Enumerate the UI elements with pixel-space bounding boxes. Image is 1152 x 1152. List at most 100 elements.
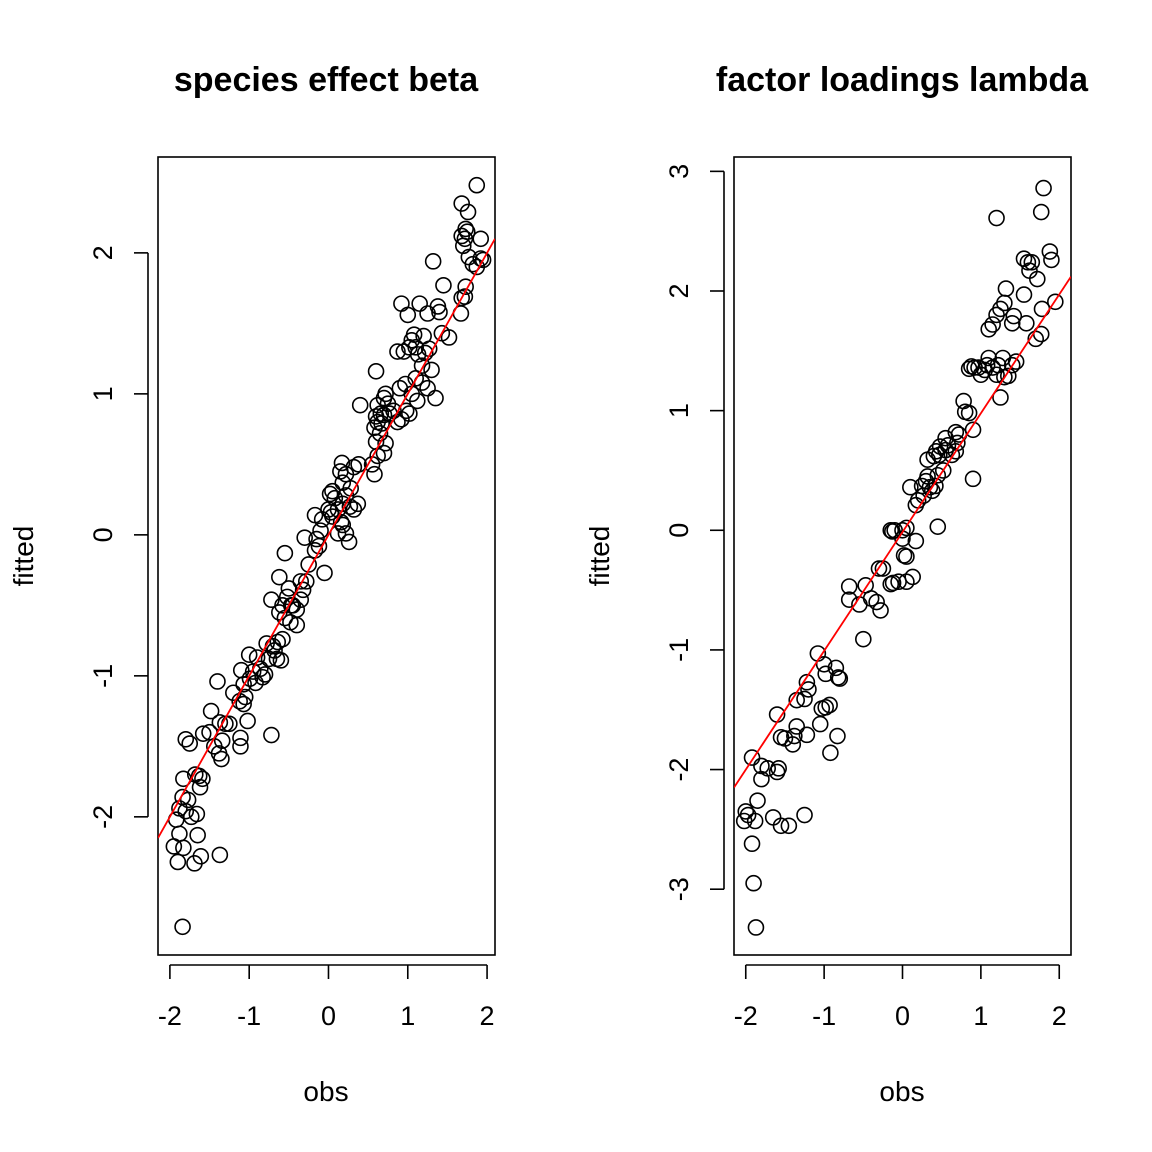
data-point [855,630,872,648]
x-tick-label: 0 [321,1001,336,1031]
data-point [913,477,931,495]
y-axis: -2 -1 0 1 2 [88,245,149,829]
data-point [177,730,195,748]
data-point [334,474,352,491]
data-point [169,853,187,871]
data-point [921,478,939,496]
y-tick-label: 3 [664,164,694,179]
data-point [351,396,369,414]
y-axis-label: fitted [8,526,39,587]
data-point [796,690,813,708]
data-point [399,306,417,324]
data-point [429,298,447,315]
data-point [405,326,423,343]
data-point [798,673,816,691]
data-point [239,712,256,730]
data-point [947,443,965,460]
x-axis-label: obs [879,1076,924,1107]
data-point [308,530,325,548]
y-tick-label: 1 [88,386,118,401]
data-point [407,339,425,356]
data-point [194,725,212,742]
data-point [312,522,329,539]
data-point [934,462,952,479]
data-point [822,744,839,762]
data-point [884,574,902,592]
data-point [746,812,764,830]
data-point [415,327,432,345]
data-point [389,413,406,431]
data-point [1047,293,1064,311]
data-point [423,361,440,379]
data-point [1035,179,1052,197]
x-axis: -2 -1 0 1 2 [734,964,1067,1031]
data-point [870,560,888,577]
data-point [271,568,288,586]
data-point [337,525,355,542]
data-point [868,593,885,611]
data-point [1018,314,1035,332]
x-tick-label: 1 [973,1001,988,1031]
data-point [345,501,363,518]
data-point [349,495,367,513]
data-point [188,805,206,823]
data-point [334,516,352,534]
data-point [225,684,242,702]
plot-frame [157,156,496,956]
data-point [1043,251,1060,269]
data-point [254,668,271,686]
data-point [784,736,802,753]
data-point [923,482,941,500]
data-point [743,835,761,853]
fit-line-layer [734,276,1071,788]
data-point [468,176,486,194]
x-tick-label: 0 [895,1001,910,1031]
y-tick-label: 2 [664,283,694,298]
y-tick-label: 0 [88,527,118,542]
data-point [456,230,474,248]
data-point [1007,353,1025,370]
data-point [367,363,385,380]
data-point [321,485,339,503]
data-point [827,659,845,677]
data-point [821,696,838,714]
data-point [296,529,313,546]
data-point [798,726,816,744]
y-tick-label: 2 [88,245,118,260]
x-tick-label: 1 [400,1001,415,1031]
panel-title: factor loadings lambda [716,61,1089,99]
data-point [840,591,858,608]
data-point [737,803,755,820]
data-point [427,389,444,407]
data-point [189,826,206,844]
data-point [929,518,947,535]
data-point [433,324,451,342]
data-point [276,544,294,562]
data-point [409,346,427,363]
data-point [770,760,787,777]
x-tick-label: -2 [734,1001,758,1031]
data-point [340,533,358,551]
x-tick-label: -1 [237,1001,261,1031]
panel-title: species effect beta [174,61,479,99]
data-point [191,778,209,796]
data-point [800,681,817,698]
data-point [174,918,191,936]
data-point [416,344,434,362]
data-point [1000,367,1017,385]
data-point [288,616,306,634]
data-point [401,405,418,422]
data-point [282,597,300,614]
data-point [192,848,210,865]
scatter-panel-species-effect-beta: species effect beta obs fitted -2 -1 0 1 2 -… [8,61,496,1107]
data-point [240,646,258,663]
x-tick-label: 2 [480,1001,495,1031]
data-point [341,498,359,515]
data-point [780,817,798,835]
data-point [329,525,347,542]
data-point [829,727,846,745]
data-point [190,767,208,785]
data-point [235,695,252,713]
